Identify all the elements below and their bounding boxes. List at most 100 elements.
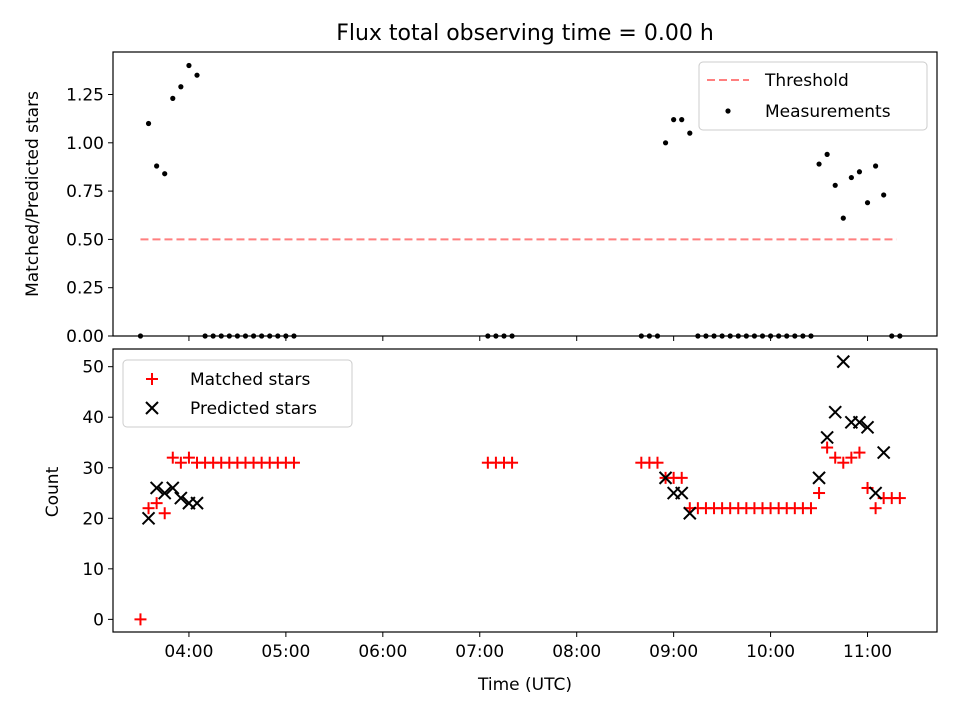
matched-stars-point [813, 487, 826, 500]
predicted-stars-point [157, 486, 172, 500]
bottom-x-tick-label: 07:00 [455, 642, 504, 662]
top-y-tick-label: 1.00 [66, 134, 104, 154]
matched-stars-point [158, 507, 171, 520]
matched-stars-point [869, 502, 882, 515]
top-y-tick-label: 0.00 [66, 327, 104, 347]
predicted-stars-point-b [166, 481, 180, 495]
bottom-y-tick-label: 10 [82, 560, 104, 580]
measurements-point [170, 95, 176, 101]
top-plot-frame [112, 51, 938, 337]
bottom-y-tick-label: 30 [82, 459, 104, 479]
matched-stars-point [651, 456, 664, 469]
predicted-stars-point [683, 506, 697, 520]
measurements-point [881, 192, 887, 198]
legend-threshold-label: Threshold [764, 71, 849, 91]
measurements-point [840, 215, 846, 221]
predicted-stars-point [860, 420, 875, 435]
measurements-point [864, 200, 871, 206]
matched-stars-point [150, 497, 163, 510]
matched-stars-point [142, 502, 155, 515]
legend-measurements-label: Measurements [765, 102, 891, 122]
measurements-point [816, 161, 822, 167]
predicted-stars-point-b [675, 486, 689, 500]
measurements-point [145, 120, 152, 127]
predicted-stars-point-b [820, 430, 834, 445]
legend-matched-swatch [146, 373, 158, 385]
measurements-point [832, 182, 838, 188]
bottom-y-axis-label: Count [43, 466, 63, 517]
matched-stars-point [506, 456, 519, 469]
bottom-legend: Matched stars Predicted stars [122, 359, 353, 428]
top-legend-box [698, 61, 928, 131]
top-y-tick-label: 1.25 [66, 86, 104, 106]
predicted-stars-point-b [836, 354, 850, 369]
measurements-point [194, 72, 200, 78]
predicted-stars-point-b [683, 506, 697, 520]
predicted-stars-point [820, 430, 834, 445]
measurements-point [186, 62, 192, 69]
predicted-stars-point [141, 511, 156, 526]
measurements-point [178, 84, 184, 90]
top-y-tick-label: 0.25 [66, 279, 104, 299]
top-y-axis-label: Matched/Predicted stars [23, 91, 43, 297]
predicted-stars-point [836, 354, 850, 369]
matched-stars-point [182, 451, 195, 464]
predicted-stars-point [876, 445, 891, 460]
predicted-stars-point [149, 481, 164, 495]
bottom-x-tick-label: 05:00 [261, 642, 310, 662]
measurements-point [856, 169, 863, 175]
measurements-point [671, 117, 677, 123]
bottom-axis-ticks: 04:00 05:00 06:00 07:00 08:00 09:00 10:00 11:00… [82, 358, 892, 662]
measurements-point [687, 130, 693, 136]
bottom-x-tick-label: 11:00 [843, 642, 892, 662]
top-panel: Flux total observing time = 0.00 h Match… [23, 21, 938, 347]
bottom-x-tick-label: 10:00 [746, 642, 795, 662]
predicted-stars-point [868, 486, 883, 500]
bottom-x-tick-label: 04:00 [164, 642, 213, 662]
predicted-stars-point [166, 481, 180, 495]
predicted-stars-point-b [149, 481, 164, 495]
matched-stars-point [853, 446, 866, 459]
matched-stars-point [804, 502, 817, 515]
predicted-stars-point-b [190, 496, 204, 510]
bottom-x-tick-label: 06:00 [358, 642, 407, 662]
predicted-stars-point [852, 415, 867, 429]
predicted-stars-point [675, 486, 689, 500]
predicted-stars-point-b [174, 491, 188, 505]
bottom-panel: Count Time (UTC) 04:00 05:00 06:00 07:00 08:… [43, 348, 938, 695]
matched-stars-point [829, 451, 842, 464]
bottom-y-tick-label: 50 [82, 358, 104, 378]
top-chart-title: Flux total observing time = 0.00 h [336, 21, 714, 46]
matched-stars-point [893, 492, 906, 505]
matched-stars-point [845, 451, 858, 464]
bottom-x-tick-label: 09:00 [649, 642, 698, 662]
top-axis-ticks: 0.00 0.25 0.50 0.75 1.00 1.25 [66, 86, 869, 347]
measurements-point [662, 140, 669, 146]
legend-predicted-label: Predicted stars [190, 399, 317, 419]
bottom-y-tick-label: 20 [82, 509, 104, 529]
measurements-point [679, 117, 685, 123]
bottom-x-axis-label: Time (UTC) [477, 675, 572, 695]
predicted-stars-point-b [812, 471, 826, 485]
predicted-stars-point [174, 491, 188, 505]
predicted-stars-point-b [852, 415, 867, 429]
legend-matched-label: Matched stars [190, 370, 310, 390]
predicted-stars-point-b [868, 486, 883, 500]
legend-predicted-swatch [145, 401, 159, 415]
matched-stars-point [675, 471, 688, 484]
predicted-stars-point [828, 405, 842, 419]
bottom-y-tick-label: 0 [93, 610, 104, 630]
predicted-stars-point-b [860, 420, 875, 435]
matched-stars-point [821, 441, 834, 454]
bottom-plot-frame [112, 348, 938, 633]
predicted-stars-point-b [876, 445, 891, 460]
measurements-point [162, 171, 168, 177]
measurements-point [154, 163, 160, 169]
bottom-plot-marks [134, 354, 906, 626]
matched-stars-point [166, 451, 179, 464]
measurements-point [848, 174, 854, 181]
legend-measurements-swatch [725, 108, 731, 114]
matched-stars-point [287, 456, 300, 469]
measurements-point [873, 163, 879, 169]
